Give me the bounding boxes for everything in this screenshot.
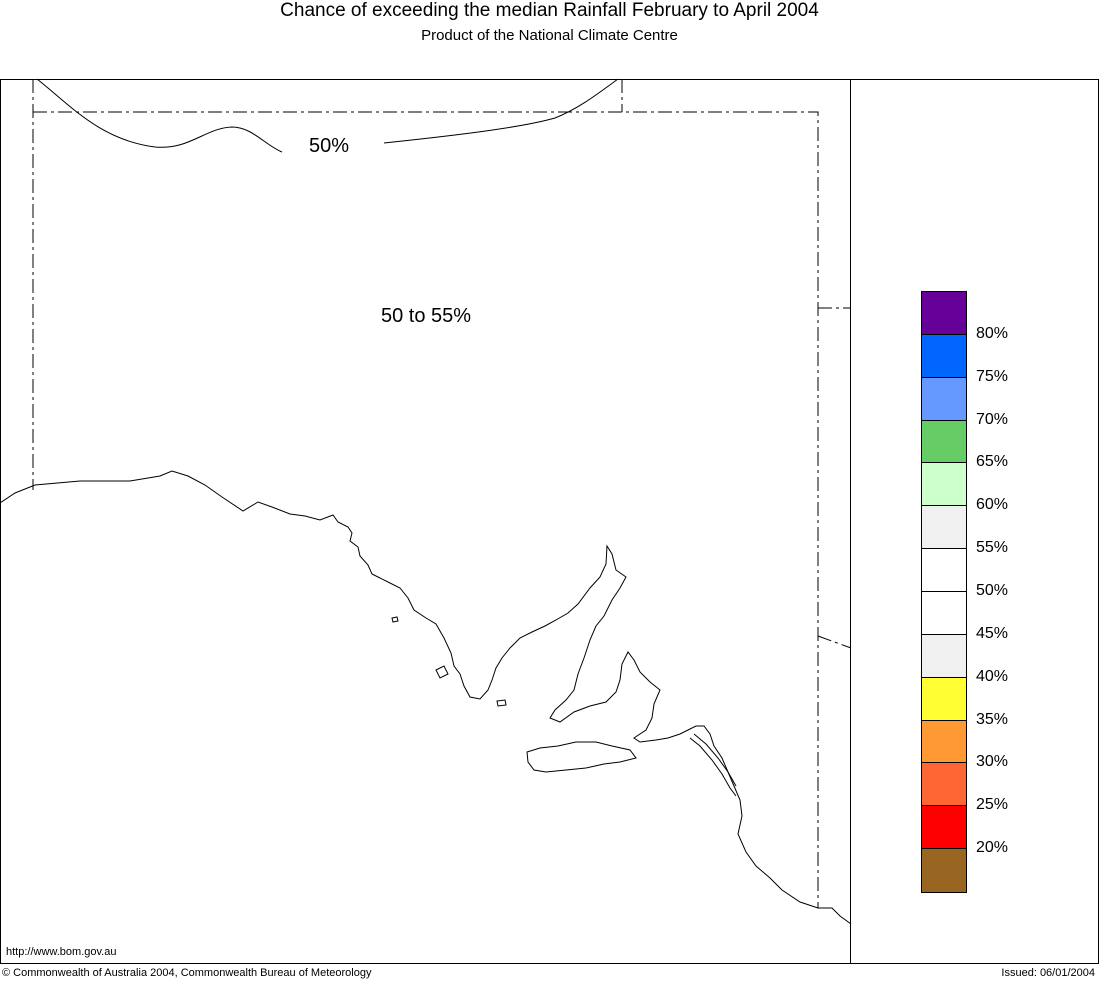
legend-swatch	[922, 463, 966, 507]
coorong-lagoon	[689, 733, 737, 797]
island-2	[496, 699, 507, 707]
issued-date: Issued: 06/01/2004	[1001, 967, 1095, 979]
coastline	[0, 470, 852, 925]
legend-swatch	[922, 292, 966, 335]
legend-swatch	[922, 677, 966, 721]
legend-swatch	[922, 720, 966, 764]
legend-label: 50%	[976, 582, 1009, 599]
legend-swatch	[922, 549, 966, 592]
legend-label: 65%	[976, 453, 1009, 471]
legend-swatch	[922, 506, 966, 550]
legend-swatch	[922, 420, 966, 464]
legend-label: 55%	[976, 539, 1009, 557]
legend-label: 30%	[976, 753, 1009, 771]
copyright-text: © Commonwealth of Australia 2004, Common…	[2, 967, 372, 979]
region-probability-label: 50 to 55%	[381, 305, 472, 327]
legend-label: 35%	[976, 710, 1009, 728]
legend-label: 60%	[976, 496, 1009, 514]
contour-50-label: 50%	[309, 135, 350, 157]
legend-swatch	[922, 849, 966, 892]
map-title: Chance of exceeding the median Rainfall …	[280, 0, 819, 21]
island-3	[435, 665, 449, 679]
legend-swatch	[922, 592, 966, 635]
contour-50-line-east	[383, 78, 619, 144]
legend-label: 40%	[976, 667, 1009, 685]
legend-swatch	[922, 634, 966, 678]
legend-label: 25%	[976, 796, 1009, 814]
bom-url[interactable]: http://www.bom.gov.au	[6, 946, 117, 958]
legend-label: 70%	[976, 410, 1009, 428]
legend-swatch	[922, 806, 966, 850]
map-panel	[0, 79, 851, 964]
map-subtitle: Product of the National Climate Centre	[421, 27, 678, 44]
legend-label: 80%	[976, 324, 1009, 342]
contour-50-line	[36, 78, 283, 153]
kangaroo-island	[526, 741, 637, 773]
legend-label: 20%	[976, 839, 1009, 857]
legend-swatch	[922, 763, 966, 807]
island-1	[391, 616, 399, 623]
legend-label: 75%	[976, 367, 1009, 385]
legend-colorbar	[921, 291, 967, 893]
legend-swatch	[922, 334, 966, 378]
state-border	[32, 79, 852, 908]
legend-label: 45%	[976, 624, 1009, 642]
legend-swatch	[922, 377, 966, 421]
